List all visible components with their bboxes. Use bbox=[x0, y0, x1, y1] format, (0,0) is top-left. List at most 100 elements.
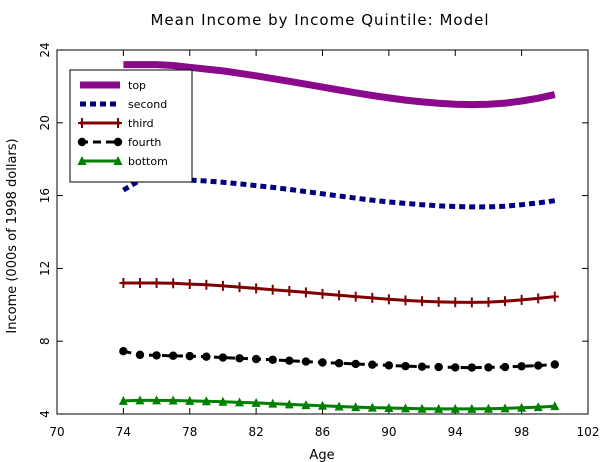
series-marker bbox=[135, 277, 144, 288]
series-marker bbox=[285, 356, 294, 365]
y-tick-label: 24 bbox=[38, 42, 52, 57]
y-tick-label: 8 bbox=[38, 337, 52, 345]
series-marker bbox=[301, 287, 310, 298]
legend-label: bottom bbox=[128, 155, 168, 168]
series-marker bbox=[268, 355, 277, 364]
series-marker bbox=[351, 402, 361, 412]
series-marker bbox=[119, 347, 128, 356]
series-marker bbox=[78, 118, 86, 128]
legend-label: fourth bbox=[128, 136, 161, 149]
series-marker bbox=[467, 403, 477, 413]
series-marker bbox=[135, 350, 145, 360]
legend-entry-second: second bbox=[80, 98, 167, 111]
series-marker bbox=[268, 284, 277, 295]
series-second bbox=[122, 176, 556, 210]
series-marker bbox=[517, 402, 527, 412]
series-marker bbox=[550, 360, 560, 369]
x-tick-label: 74 bbox=[116, 425, 131, 439]
legend-entry-top: top bbox=[80, 79, 146, 92]
x-tick-label: 78 bbox=[182, 425, 197, 439]
series-marker bbox=[550, 291, 559, 302]
series-marker bbox=[284, 399, 294, 409]
legend-entry-fourth: fourth bbox=[77, 136, 161, 149]
x-tick-label: 98 bbox=[514, 425, 529, 439]
legend-label: second bbox=[128, 98, 167, 111]
series-marker bbox=[451, 363, 460, 372]
series-marker bbox=[185, 395, 195, 405]
series-marker bbox=[185, 279, 194, 290]
y-axis-label: Income (000s of 1998 dollars) bbox=[5, 138, 20, 333]
series-marker bbox=[501, 296, 510, 307]
series-marker bbox=[500, 403, 510, 413]
series-marker bbox=[384, 361, 394, 370]
series-marker bbox=[113, 156, 123, 165]
series-marker bbox=[401, 295, 410, 306]
y-tick-label: 20 bbox=[38, 115, 52, 130]
series-marker bbox=[251, 397, 261, 407]
legend-entry-third: third bbox=[78, 117, 154, 130]
series-marker bbox=[450, 403, 460, 413]
series-marker bbox=[417, 403, 427, 413]
series-marker bbox=[113, 137, 123, 147]
series-marker bbox=[400, 403, 410, 413]
series-marker bbox=[517, 294, 526, 305]
series-marker bbox=[483, 403, 493, 413]
series-marker bbox=[202, 279, 211, 290]
x-tick-label: 94 bbox=[448, 425, 463, 439]
series-marker bbox=[334, 359, 344, 368]
series-top bbox=[123, 61, 556, 109]
series-marker bbox=[218, 353, 228, 362]
chart-title: Mean Income by Income Quintile: Model bbox=[150, 11, 489, 29]
series-marker bbox=[201, 396, 211, 406]
series-marker bbox=[467, 297, 476, 308]
x-tick-label: 70 bbox=[49, 425, 64, 439]
series-marker bbox=[368, 292, 377, 303]
series-marker bbox=[500, 362, 510, 372]
x-tick-label: 82 bbox=[248, 425, 263, 439]
series-marker bbox=[218, 280, 227, 291]
series-marker bbox=[334, 401, 344, 411]
series-marker bbox=[335, 290, 344, 301]
y-tick-label: 4 bbox=[38, 410, 52, 418]
x-tick-label: 102 bbox=[577, 425, 600, 439]
series-marker bbox=[168, 351, 178, 360]
series-marker bbox=[202, 352, 211, 361]
series-marker bbox=[418, 296, 427, 307]
series-marker bbox=[384, 294, 393, 305]
series-marker bbox=[118, 395, 128, 405]
legend-box bbox=[69, 69, 193, 183]
legend-entry-bottom: bottom bbox=[77, 155, 168, 168]
series-marker bbox=[152, 277, 161, 288]
series-marker bbox=[368, 360, 377, 369]
y-tick-label: 16 bbox=[38, 188, 52, 203]
series-line bbox=[122, 176, 556, 210]
x-tick-label: 86 bbox=[315, 425, 330, 439]
x-axis-label: Age bbox=[309, 448, 334, 462]
series-marker bbox=[301, 400, 311, 410]
series-bottom bbox=[118, 395, 560, 413]
series-marker bbox=[268, 398, 278, 408]
series-marker bbox=[534, 293, 543, 304]
series-marker bbox=[77, 137, 87, 147]
series-marker bbox=[285, 285, 294, 296]
series-marker bbox=[185, 351, 194, 361]
series-marker bbox=[235, 282, 244, 293]
series-marker bbox=[318, 288, 327, 299]
series-marker bbox=[417, 362, 427, 371]
series-marker bbox=[318, 358, 327, 367]
series-marker bbox=[351, 291, 360, 302]
series-marker bbox=[252, 283, 261, 294]
legend-label: top bbox=[128, 79, 146, 92]
series-marker bbox=[533, 402, 543, 412]
series-third bbox=[119, 277, 559, 308]
series-marker bbox=[550, 401, 560, 411]
series-marker bbox=[114, 118, 122, 128]
series-marker bbox=[301, 357, 311, 366]
series-marker bbox=[451, 297, 460, 308]
x-tick-label: 90 bbox=[381, 425, 396, 439]
series-marker bbox=[77, 156, 87, 165]
series-marker bbox=[467, 363, 477, 372]
series-marker bbox=[434, 296, 443, 307]
legend-label: third bbox=[128, 117, 154, 130]
